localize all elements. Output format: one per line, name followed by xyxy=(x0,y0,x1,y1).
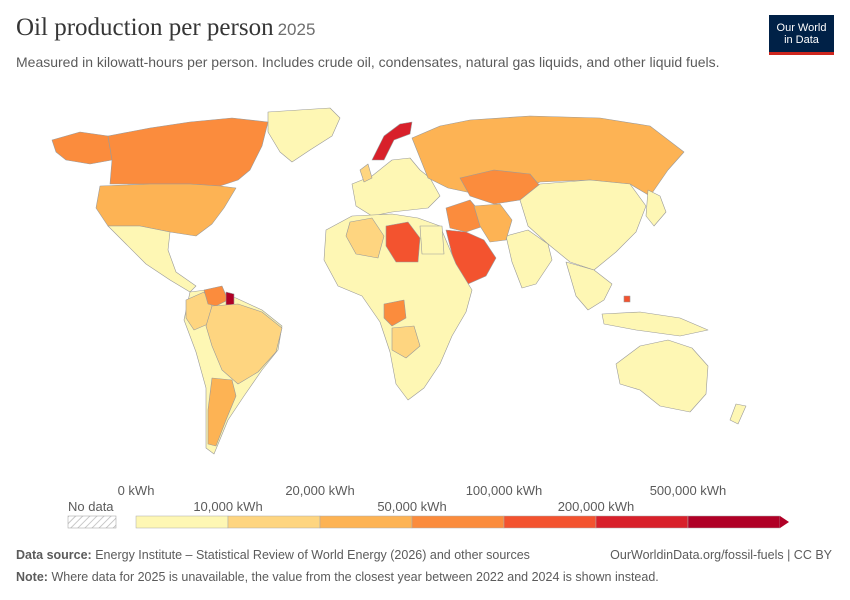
map-region-canada[interactable] xyxy=(107,117,269,187)
map-region-japan[interactable] xyxy=(645,189,667,227)
footer-attribution[interactable]: OurWorldinData.org/fossil-fuels | CC BY xyxy=(610,548,832,562)
legend-label-6: 500,000 kWh xyxy=(650,483,727,498)
map-region-southeast-asia[interactable] xyxy=(565,261,709,337)
title-text: Oil production per person xyxy=(16,14,274,41)
source-label: Data source: xyxy=(16,548,92,562)
legend-no-data-swatch[interactable] xyxy=(67,515,117,529)
map-region-venezuela[interactable] xyxy=(203,285,229,307)
legend-swatch-0[interactable] xyxy=(135,515,229,529)
logo-line-1: Our World xyxy=(776,21,827,34)
legend-label-2: 20,000 kWh xyxy=(285,483,354,498)
note-label: Note: xyxy=(16,570,48,584)
map-region-greenland[interactable] xyxy=(267,107,341,163)
map-region-brazil[interactable] xyxy=(205,303,283,385)
logo-line-2: in Data xyxy=(784,33,819,46)
legend-label-5: 200,000 kWh xyxy=(558,499,635,514)
map-region-new-zealand[interactable] xyxy=(729,403,747,425)
map-region-india[interactable] xyxy=(505,229,553,289)
legend-arrow xyxy=(780,516,789,528)
map-region-china-asia[interactable] xyxy=(519,179,647,271)
map-region-alaska[interactable] xyxy=(51,131,113,165)
map-region-algeria[interactable] xyxy=(345,217,385,259)
legend-label-0: 0 kWh xyxy=(118,483,155,498)
note-text: Where data for 2025 is unavailable, the … xyxy=(51,570,659,584)
color-legend: No data 0 kWh 10,000 kWh 20,000 kWh 50,000 … xyxy=(67,483,789,529)
map-region-iran[interactable] xyxy=(473,203,513,243)
map-region-libya[interactable] xyxy=(385,221,421,263)
map-region-mexico[interactable] xyxy=(107,225,197,293)
footer-note: Note: Where data for 2025 is unavailable… xyxy=(16,570,659,584)
map-region-egypt[interactable] xyxy=(419,225,445,255)
world-map xyxy=(51,107,747,455)
legend-label-1: 10,000 kWh xyxy=(193,499,262,514)
title-year: 2025 xyxy=(277,20,316,39)
legend-swatch-6[interactable] xyxy=(687,515,781,529)
chart-subtitle: Measured in kilowatt-hours per person. I… xyxy=(16,54,720,70)
legend-swatch-3[interactable] xyxy=(411,515,505,529)
legend-label-3: 50,000 kWh xyxy=(377,499,446,514)
legend-swatch-4[interactable] xyxy=(503,515,597,529)
map-region-angola[interactable] xyxy=(391,325,421,359)
map-region-brunei[interactable] xyxy=(623,295,631,303)
owid-logo[interactable]: Our World in Data xyxy=(769,15,834,55)
legend-bins: 0 kWh 10,000 kWh 20,000 kWh 50,000 kWh 100,0… xyxy=(118,483,789,529)
legend-label-4: 100,000 kWh xyxy=(466,483,543,498)
map-region-norway[interactable] xyxy=(371,121,413,161)
map-region-australia[interactable] xyxy=(615,339,709,413)
chart-title: Oil production per person 2025 xyxy=(16,14,315,42)
map-region-uk[interactable] xyxy=(359,163,373,183)
legend-swatch-2[interactable] xyxy=(319,515,413,529)
source-text[interactable]: Energy Institute – Statistical Review of… xyxy=(95,548,530,562)
legend-swatch-1[interactable] xyxy=(227,515,321,529)
map-region-gabon-congo[interactable] xyxy=(383,299,407,327)
map-region-argentina[interactable] xyxy=(207,377,237,447)
legend-swatch-5[interactable] xyxy=(595,515,689,529)
legend-no-data-label: No data xyxy=(68,499,114,514)
footer-source: Data source: Energy Institute – Statisti… xyxy=(16,548,530,562)
